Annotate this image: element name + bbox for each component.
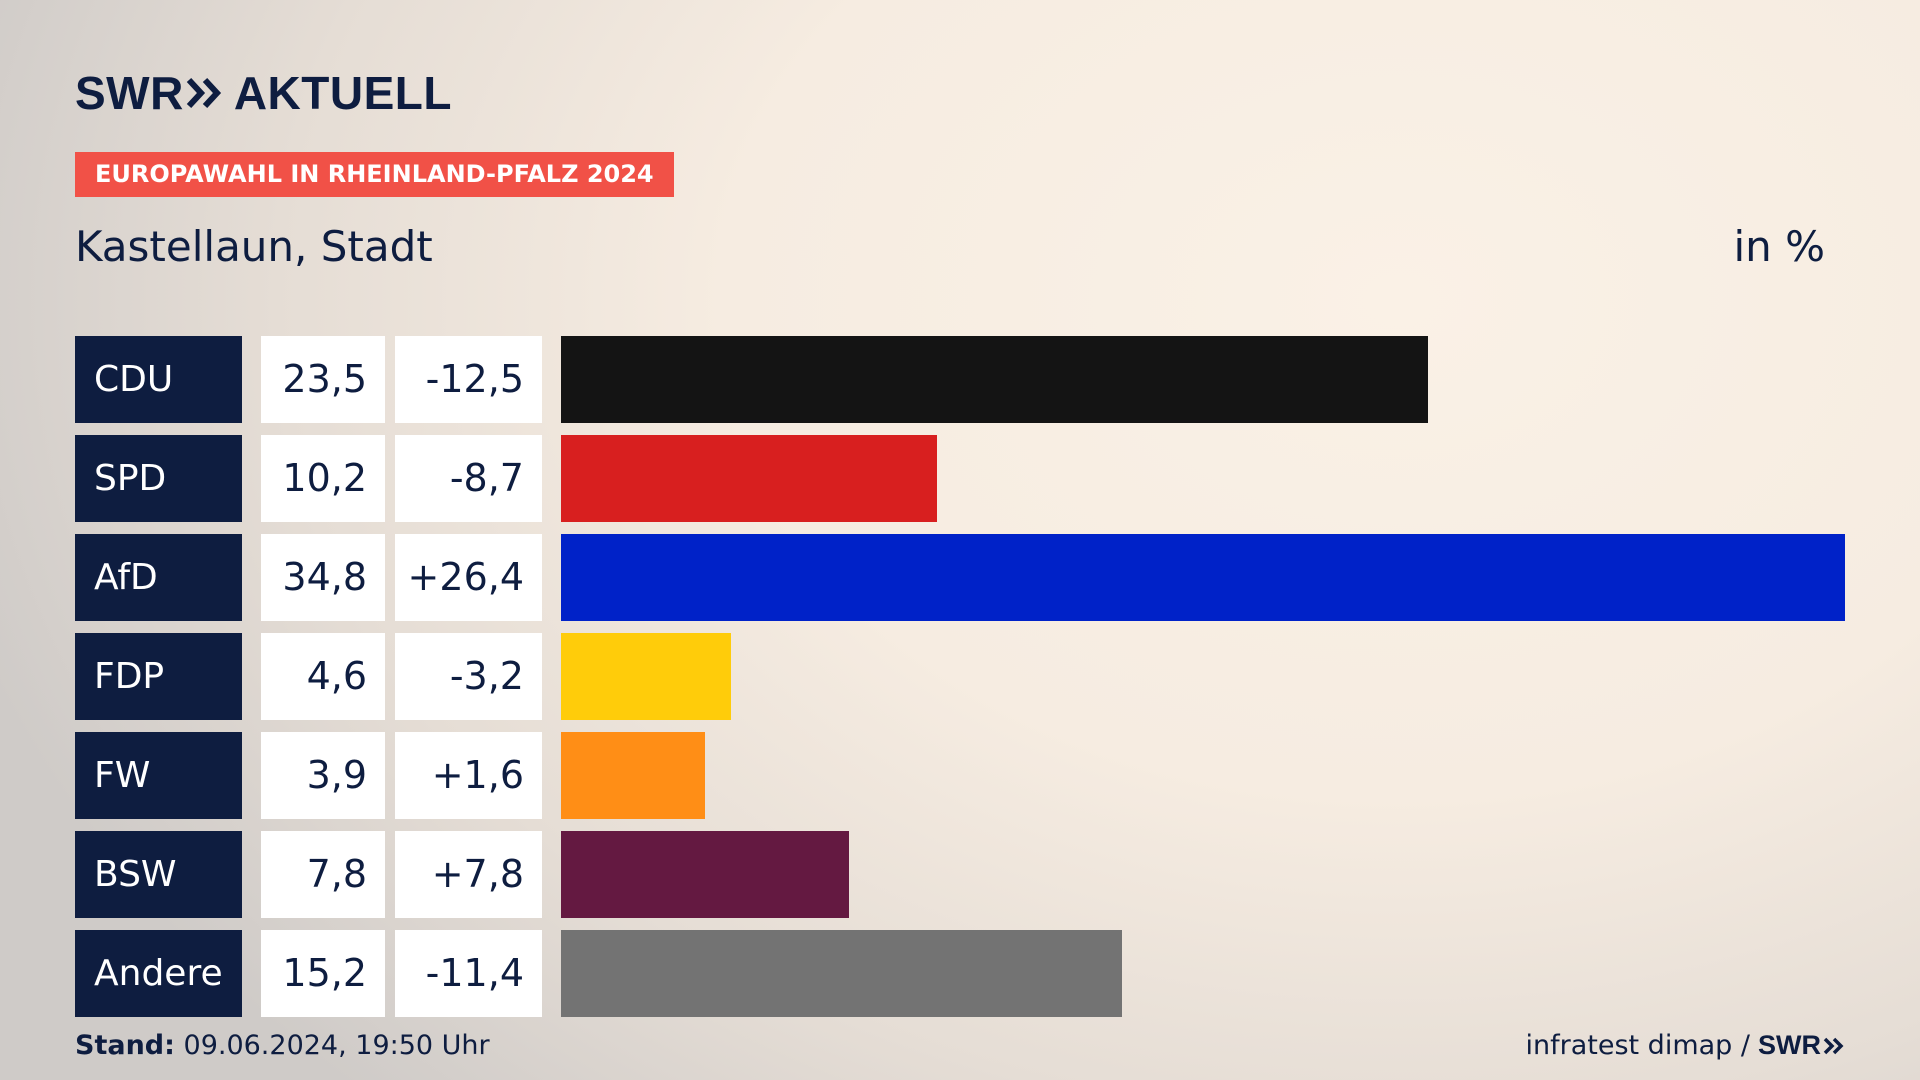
vote-share-value: 23,5	[261, 336, 385, 423]
vote-share-value: 3,9	[261, 732, 385, 819]
timestamp-value: 09.06.2024, 19:50 Uhr	[183, 1030, 490, 1061]
result-row-fdp: FDP 4,6 -3,2	[75, 633, 1845, 720]
brand-aktuell: AKTUELL	[233, 67, 452, 119]
result-row-andere: Andere 15,2 -11,4	[75, 930, 1845, 1017]
vote-change-value: +7,8	[395, 831, 542, 918]
timestamp-label: Stand:	[75, 1030, 175, 1061]
page-title: Kastellaun, Stadt	[75, 222, 433, 271]
result-row-spd: SPD 10,2 -8,7	[75, 435, 1845, 522]
result-row-bsw: BSW 7,8 +7,8	[75, 831, 1845, 918]
vote-change-value: -11,4	[395, 930, 542, 1017]
vote-share-value: 10,2	[261, 435, 385, 522]
brand-logo: SWR AKTUELL	[75, 66, 452, 120]
unit-label: in %	[1733, 222, 1825, 271]
result-row-cdu: CDU 23,5 -12,5	[75, 336, 1845, 423]
result-row-fw: FW 3,9 +1,6	[75, 732, 1845, 819]
party-label: Andere	[75, 930, 242, 1017]
vote-change-value: +26,4	[395, 534, 542, 621]
bar-andere	[561, 930, 1122, 1017]
bar-fw	[561, 732, 705, 819]
vote-change-value: -12,5	[395, 336, 542, 423]
footer-logo-text: SWR	[1758, 1030, 1821, 1060]
party-label: SPD	[75, 435, 242, 522]
bar-bsw	[561, 831, 849, 918]
party-label: FDP	[75, 633, 242, 720]
brand-swr: SWR	[75, 67, 184, 119]
party-label: BSW	[75, 831, 242, 918]
party-label: FW	[75, 732, 242, 819]
double-chevron-icon	[1823, 1037, 1844, 1054]
vote-share-value: 7,8	[261, 831, 385, 918]
source-text: infratest dimap /	[1525, 1030, 1750, 1061]
double-chevron-icon	[186, 77, 221, 109]
bar-spd	[561, 435, 937, 522]
party-label: CDU	[75, 336, 242, 423]
party-label: AfD	[75, 534, 242, 621]
bar-fdp	[561, 633, 731, 720]
vote-share-value: 4,6	[261, 633, 385, 720]
footer-logo: SWR	[1758, 1030, 1845, 1061]
election-badge: EUROPAWAHL IN RHEINLAND-PFALZ 2024	[75, 152, 674, 197]
bar-afd	[561, 534, 1845, 621]
vote-share-value: 15,2	[261, 930, 385, 1017]
result-row-afd: AfD 34,8 +26,4	[75, 534, 1845, 621]
timestamp: Stand: 09.06.2024, 19:50 Uhr	[75, 1030, 490, 1061]
vote-change-value: +1,6	[395, 732, 542, 819]
bar-cdu	[561, 336, 1428, 423]
vote-change-value: -3,2	[395, 633, 542, 720]
vote-share-value: 34,8	[261, 534, 385, 621]
source-credit: infratest dimap / SWR	[1525, 1030, 1845, 1061]
vote-change-value: -8,7	[395, 435, 542, 522]
